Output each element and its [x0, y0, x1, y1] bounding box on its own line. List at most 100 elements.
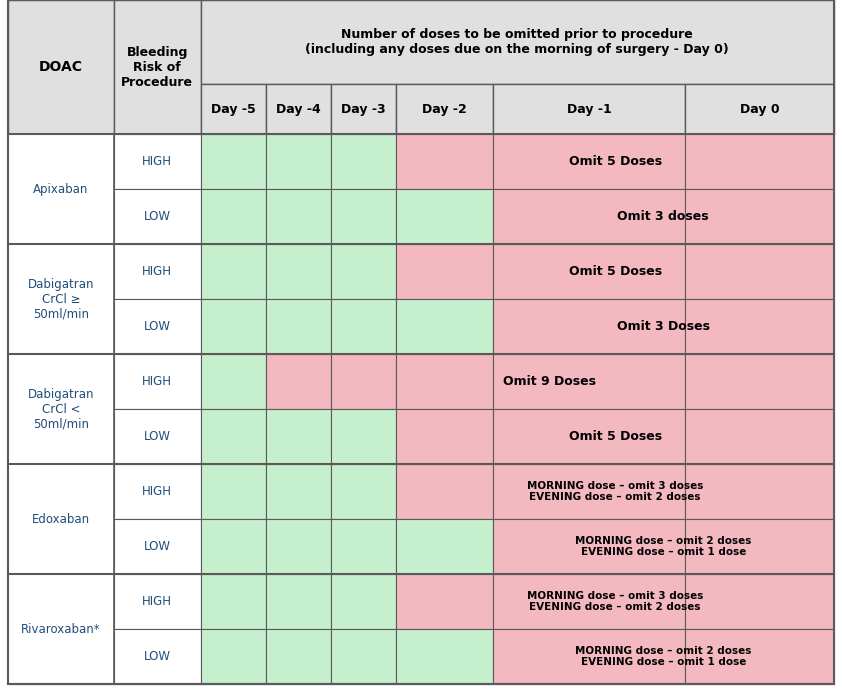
Text: Bleeding
Risk of
Procedure: Bleeding Risk of Procedure [121, 46, 193, 89]
Bar [397, 464, 493, 519]
Bar [200, 189, 266, 244]
Text: Edoxaban: Edoxaban [32, 513, 90, 525]
Bar [114, 354, 200, 409]
Bar [397, 244, 493, 299]
Bar [266, 409, 331, 464]
Text: HIGH: HIGH [142, 155, 172, 168]
Bar [493, 244, 685, 299]
Text: Day -1: Day -1 [567, 102, 611, 116]
Bar [114, 0, 200, 134]
Bar [266, 84, 331, 134]
Text: DOAC: DOAC [39, 60, 83, 74]
Text: LOW: LOW [144, 430, 171, 443]
Bar [685, 134, 834, 189]
Bar [8, 519, 114, 574]
Bar [114, 464, 200, 519]
Bar [8, 0, 114, 134]
Bar [8, 244, 114, 354]
Bar [493, 629, 685, 684]
Bar [331, 354, 397, 409]
Bar [685, 244, 834, 299]
Text: LOW: LOW [144, 210, 171, 223]
Text: Day -3: Day -3 [341, 102, 386, 116]
Bar [200, 0, 834, 84]
Bar [331, 519, 397, 574]
Bar [8, 629, 114, 684]
Text: HIGH: HIGH [142, 375, 172, 388]
Bar [266, 519, 331, 574]
Bar [114, 189, 200, 244]
Bar [397, 299, 493, 354]
Bar [8, 299, 114, 354]
Text: Day 0: Day 0 [740, 102, 780, 116]
Bar [114, 574, 200, 629]
Bar [266, 574, 331, 629]
Bar [493, 189, 685, 244]
Bar [493, 134, 685, 189]
Text: HIGH: HIGH [142, 595, 172, 608]
Bar [200, 574, 266, 629]
Bar [685, 84, 834, 134]
Bar [331, 464, 397, 519]
Bar [114, 409, 200, 464]
Bar [493, 354, 685, 409]
Bar [8, 134, 114, 189]
Bar [266, 189, 331, 244]
Text: Dabigatran
CrCl ≥
50ml/min: Dabigatran CrCl ≥ 50ml/min [28, 277, 94, 320]
Bar [200, 84, 266, 134]
Bar [114, 244, 200, 299]
Bar [8, 244, 114, 299]
Bar [8, 574, 114, 629]
Bar [331, 134, 397, 189]
Text: HIGH: HIGH [142, 485, 172, 498]
Text: Day -5: Day -5 [211, 102, 256, 116]
Text: Day -4: Day -4 [276, 102, 321, 116]
Bar [493, 519, 685, 574]
Bar [493, 464, 685, 519]
Bar [8, 574, 114, 684]
Bar [200, 409, 266, 464]
Bar [331, 299, 397, 354]
Bar [685, 299, 834, 354]
Bar [493, 299, 685, 354]
Text: LOW: LOW [144, 320, 171, 333]
Bar [397, 574, 493, 629]
Bar [397, 409, 493, 464]
Bar [114, 629, 200, 684]
Bar [685, 629, 834, 684]
Bar [200, 464, 266, 519]
Bar [331, 84, 397, 134]
Text: MORNING dose – omit 3 doses
EVENING dose – omit 2 doses: MORNING dose – omit 3 doses EVENING dose… [527, 591, 703, 612]
Bar [266, 354, 331, 409]
Bar [331, 409, 397, 464]
Text: MORNING dose – omit 2 doses
EVENING dose – omit 1 dose: MORNING dose – omit 2 doses EVENING dose… [575, 536, 751, 557]
Text: HIGH: HIGH [142, 265, 172, 278]
Bar [331, 574, 397, 629]
Bar [8, 409, 114, 464]
Text: Rivaroxaban*: Rivaroxaban* [21, 623, 100, 635]
Bar [8, 189, 114, 244]
Bar [685, 354, 834, 409]
Bar [685, 189, 834, 244]
Bar [8, 354, 114, 409]
Bar [266, 464, 331, 519]
Bar [266, 244, 331, 299]
Text: MORNING dose – omit 3 doses
EVENING dose – omit 2 doses: MORNING dose – omit 3 doses EVENING dose… [527, 481, 703, 502]
Text: Omit 5 Doses: Omit 5 Doses [568, 155, 662, 168]
Bar [200, 354, 266, 409]
Text: Omit 5 Doses: Omit 5 Doses [568, 265, 662, 278]
Bar [685, 574, 834, 629]
Bar [200, 134, 266, 189]
Bar [200, 629, 266, 684]
Bar [266, 134, 331, 189]
Bar [200, 299, 266, 354]
Bar [331, 189, 397, 244]
Text: Omit 3 doses: Omit 3 doses [617, 210, 709, 223]
Text: Apixaban: Apixaban [33, 183, 88, 196]
Bar [397, 134, 493, 189]
Bar [8, 134, 114, 244]
Bar [200, 519, 266, 574]
Bar [397, 189, 493, 244]
Bar [493, 84, 685, 134]
Bar [331, 629, 397, 684]
